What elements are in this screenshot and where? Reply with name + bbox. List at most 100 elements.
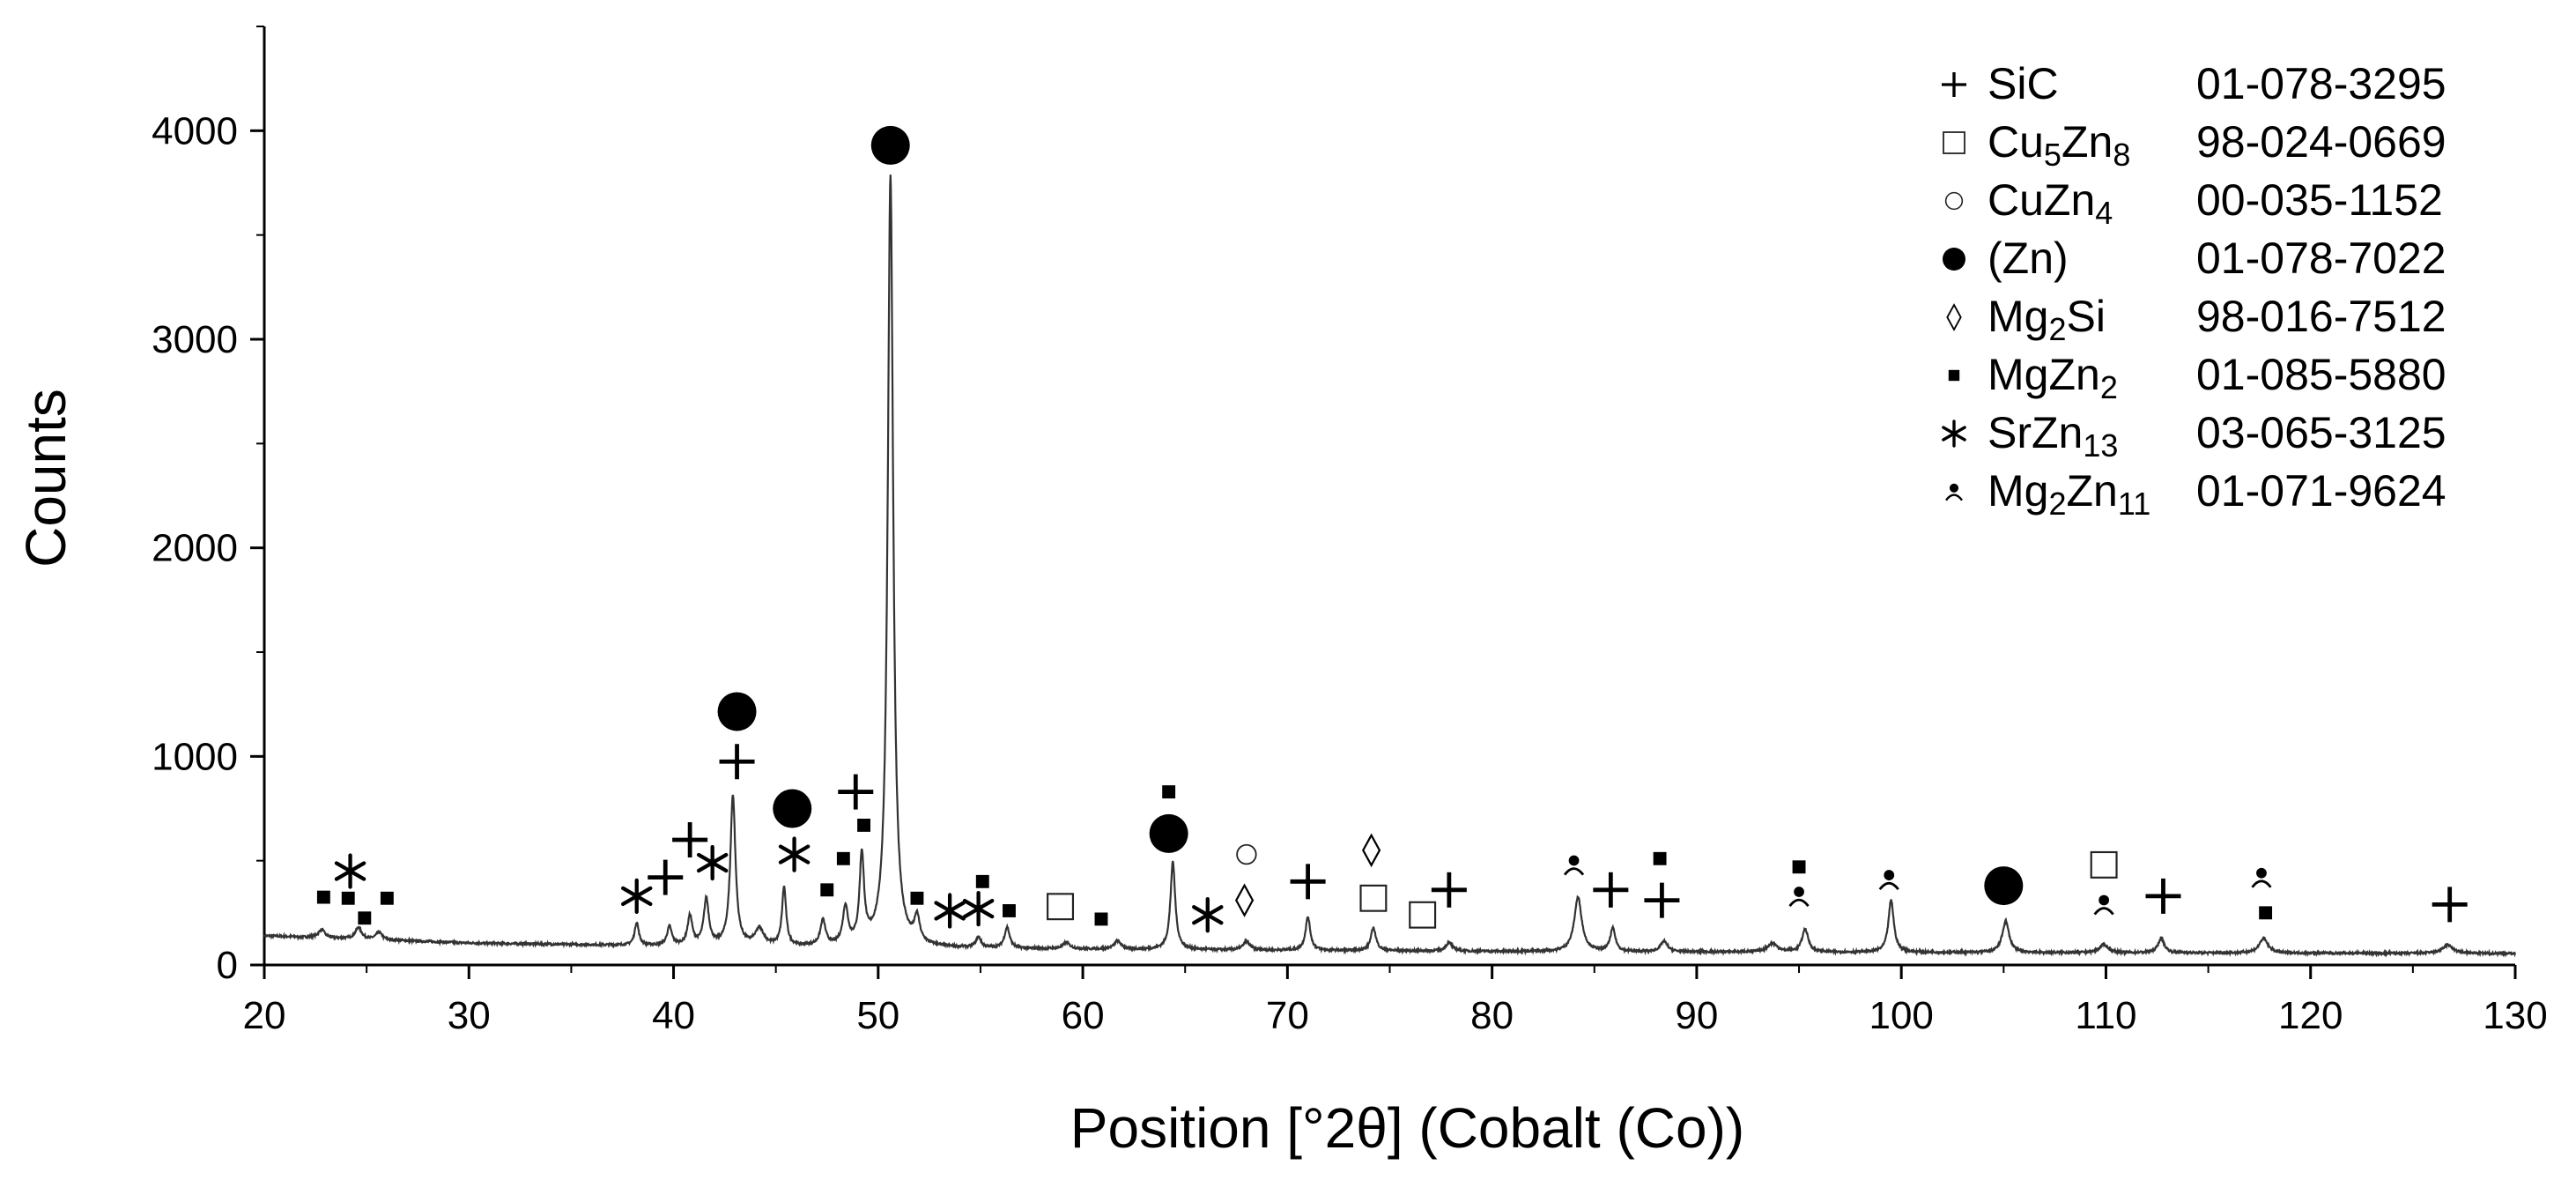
person-head xyxy=(1949,483,1959,493)
plus-marker xyxy=(838,774,874,810)
filled-circle-marker xyxy=(870,125,910,165)
asterisk-marker xyxy=(1942,419,1966,448)
legend-code: 98-024-0669 xyxy=(2196,117,2446,167)
filled-square-marker xyxy=(820,883,834,897)
legend-code: 01-078-7022 xyxy=(2196,234,2446,283)
x-tick-label: 120 xyxy=(2278,994,2343,1037)
legend-label-part: Zn xyxy=(2062,117,2113,167)
legend-label: CuZn4 xyxy=(1988,175,2113,231)
legend-entry: MgZn2 01-085-5880 xyxy=(1948,350,2446,405)
asterisk-stroke xyxy=(334,861,366,881)
filled-square-shape xyxy=(910,891,924,905)
open-square-shape xyxy=(1047,893,1075,921)
chart-series xyxy=(263,174,2517,958)
legend-label: (Zn) xyxy=(1988,234,2069,283)
y-tick-label: 0 xyxy=(217,944,238,987)
asterisk-stroke xyxy=(620,886,653,907)
filled-square-marker xyxy=(2259,906,2273,920)
person-body xyxy=(1878,881,1899,891)
chart-axes: 20 30 40 50 60 70 80 90 100 110 120 130 0 1000 2000 300… xyxy=(152,26,2548,1037)
legend-code: 98-016-7512 xyxy=(2196,292,2446,341)
filled-square-marker xyxy=(1094,912,1108,926)
x-axis-title: Position [°2θ] (Cobalt (Co)) xyxy=(1070,1096,1744,1160)
legend-entry: Cu5Zn8 98-024-0669 xyxy=(1943,117,2446,173)
legend-label-part: SiC xyxy=(1988,59,2059,108)
filled-square-shape xyxy=(316,890,330,904)
asterisk-marker xyxy=(962,890,995,927)
person-body xyxy=(2251,879,2272,888)
filled-square-shape xyxy=(1094,912,1108,926)
legend-label: Mg2Zn11 xyxy=(1988,466,2150,522)
filled-square-marker xyxy=(341,891,355,905)
legend-label: SiC xyxy=(1988,59,2059,108)
open-square-marker xyxy=(1943,131,1965,154)
legend-label-subscript: 8 xyxy=(2113,137,2130,173)
legend-label-part: (Zn) xyxy=(1988,234,2069,283)
filled-circle-marker xyxy=(773,789,812,828)
legend-label: MgZn2 xyxy=(1988,350,2118,405)
asterisk-marker xyxy=(778,836,811,872)
open-square-marker xyxy=(1409,901,1437,929)
legend-label-part: Zn xyxy=(2067,466,2118,516)
legend-label-part: Si xyxy=(2067,292,2106,341)
x-tick-label: 90 xyxy=(1675,994,1718,1037)
open-square-shape xyxy=(1943,131,1965,154)
legend-label-subscript: 2 xyxy=(2100,369,2118,405)
filled-square-shape xyxy=(975,874,989,888)
y-tick-label: 1000 xyxy=(152,735,238,778)
filled-square-shape xyxy=(341,891,355,905)
x-tick-label: 80 xyxy=(1470,994,1514,1037)
legend-label: Cu5Zn8 xyxy=(1988,117,2130,173)
legend-code: 01-085-5880 xyxy=(2196,350,2446,399)
asterisk-stroke xyxy=(1192,905,1224,925)
filled-square-marker xyxy=(1003,904,1016,917)
asterisk-stroke xyxy=(696,852,729,873)
open-square-shape xyxy=(2090,850,2118,879)
filled-square-shape xyxy=(1162,785,1176,799)
filled-circle-shape xyxy=(1149,813,1188,853)
plus-marker xyxy=(1644,882,1680,918)
open-square-shape xyxy=(1409,901,1437,929)
y-tick-label: 2000 xyxy=(152,527,238,570)
x-tick-label: 30 xyxy=(448,994,491,1037)
legend-label-part: Mg xyxy=(1988,292,2048,341)
plus-marker xyxy=(1942,72,1966,97)
open-circle-marker xyxy=(1944,191,1964,211)
filled-circle-shape xyxy=(773,789,812,828)
filled-circle-shape xyxy=(870,125,910,165)
legend-label-subscript: 2 xyxy=(2048,486,2066,522)
y-tick-label: 4000 xyxy=(152,109,238,152)
person-head xyxy=(1794,887,1804,897)
plus-marker xyxy=(2432,887,2468,923)
legend-entry: SiC 01-078-3295 xyxy=(1942,59,2446,108)
legend-code: 01-071-9624 xyxy=(2196,466,2446,516)
asterisk-marker xyxy=(1192,897,1224,933)
filled-square-marker xyxy=(380,891,394,905)
person-marker xyxy=(1878,870,1899,891)
filled-square-marker xyxy=(316,890,330,904)
legend-code: 01-078-3295 xyxy=(2196,59,2446,108)
asterisk-stroke xyxy=(778,844,811,865)
x-tick-label: 130 xyxy=(2483,994,2547,1037)
legend-entry: Mg2Si 98-016-7512 xyxy=(1946,292,2446,347)
filled-square-shape xyxy=(857,818,870,832)
filled-square-marker xyxy=(1948,369,1960,382)
filled-square-marker xyxy=(857,818,870,832)
diamond-marker xyxy=(1946,303,1962,331)
legend-label-part: Cu xyxy=(1988,117,2044,167)
plus-marker xyxy=(719,744,755,780)
filled-square-shape xyxy=(380,891,394,905)
legend-label-subscript: 2 xyxy=(2048,311,2066,347)
filled-circle-marker xyxy=(717,692,757,731)
person-head xyxy=(1884,870,1895,880)
legend-label-part: CuZn xyxy=(1988,175,2095,225)
asterisk-marker xyxy=(620,878,653,915)
asterisk-stroke xyxy=(1942,426,1966,442)
person-marker xyxy=(1945,483,1963,501)
person-marker xyxy=(1788,887,1810,907)
x-tick-label: 50 xyxy=(856,994,899,1037)
legend-label-subscript: 5 xyxy=(2044,137,2062,173)
asterisk-stroke xyxy=(934,901,966,921)
